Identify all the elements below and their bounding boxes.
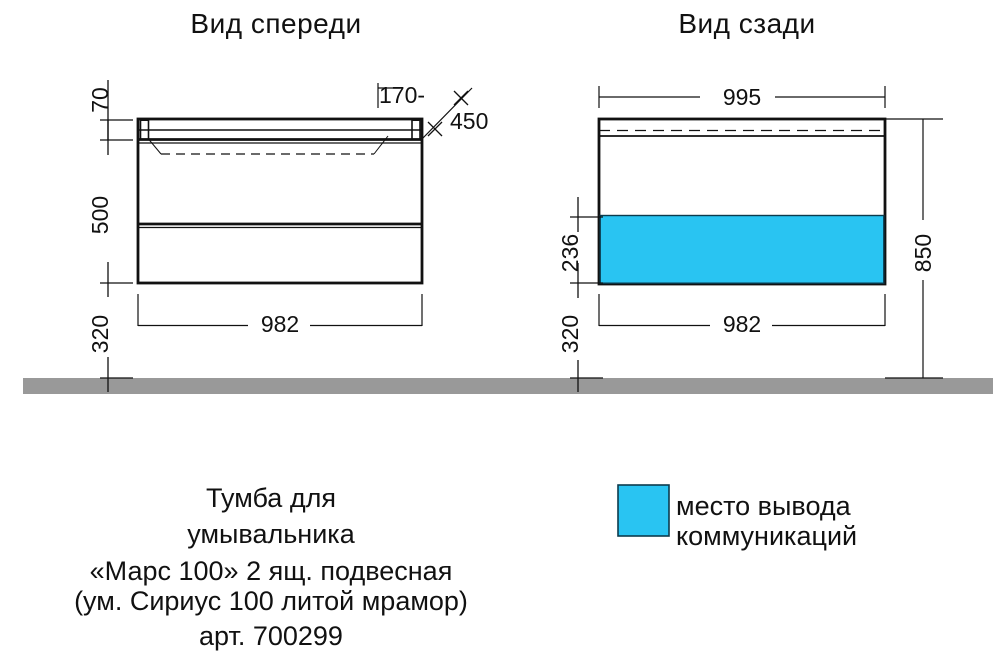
svg-text:«Марс 100» 2 ящ. подвесная: «Марс 100» 2 ящ. подвесная (90, 556, 453, 586)
svg-text:982: 982 (723, 311, 761, 337)
svg-text:место вывода: место вывода (676, 491, 852, 521)
svg-text:коммуникаций: коммуникаций (676, 521, 857, 551)
svg-text:арт. 700299: арт. 700299 (199, 621, 343, 651)
svg-text:320: 320 (557, 315, 583, 353)
svg-text:70: 70 (87, 87, 113, 113)
svg-text:500: 500 (87, 196, 113, 234)
svg-text:236: 236 (557, 234, 583, 272)
svg-text:850: 850 (910, 234, 936, 272)
svg-text:320: 320 (87, 315, 113, 353)
svg-text:умывальника: умывальника (187, 519, 355, 549)
svg-text:(ум. Сириус 100 литой мрам: (ум. Сириус 100 литой мрамор) (74, 586, 468, 616)
svg-text:982: 982 (261, 311, 299, 337)
svg-text:Вид сзади: Вид сзади (678, 8, 815, 39)
svg-text:170-: 170- (379, 82, 425, 108)
svg-text:995: 995 (723, 84, 761, 110)
svg-text:Вид спереди: Вид спереди (190, 8, 361, 39)
svg-text:Тумба для: Тумба для (206, 483, 336, 513)
svg-text:450: 450 (450, 108, 488, 134)
